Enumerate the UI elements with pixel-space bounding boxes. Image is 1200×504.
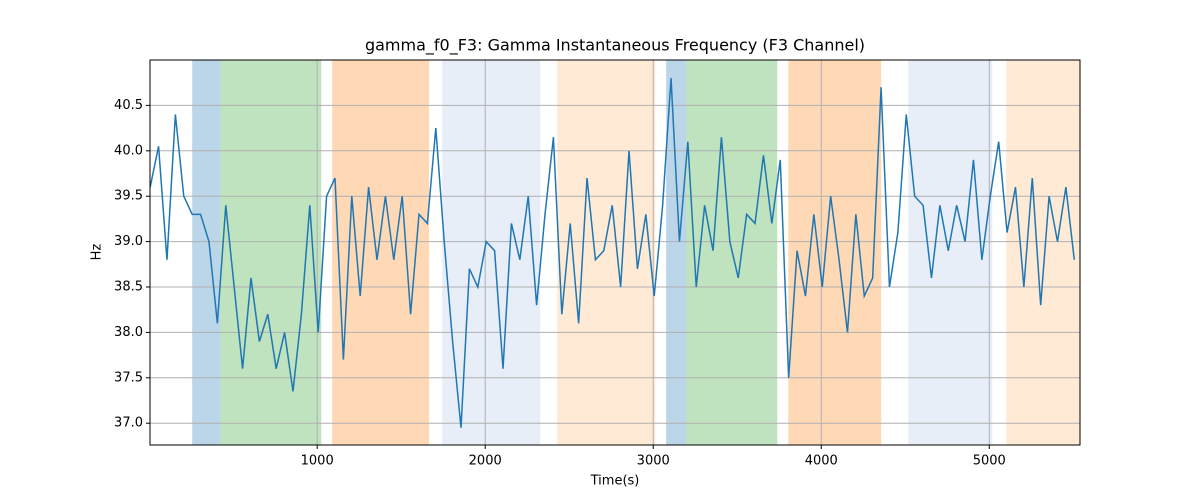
y-axis-label: Hz [90, 244, 105, 261]
x-tick-label: 1000 [301, 454, 334, 469]
x-tick-label: 4000 [805, 454, 838, 469]
y-tick-label: 40.5 [114, 98, 143, 113]
x-tick-label: 2000 [469, 454, 502, 469]
span [192, 60, 221, 445]
x-axis-label: Time(s) [590, 474, 640, 489]
span [557, 60, 656, 445]
span [1006, 60, 1080, 445]
y-tick-label: 39.0 [114, 234, 143, 249]
y-tick-label: 40.0 [114, 143, 143, 158]
x-tick-label: 3000 [637, 454, 670, 469]
span [442, 60, 541, 445]
x-tick-label: 5000 [973, 454, 1006, 469]
plot-frame [149, 59, 1081, 446]
y-tick-label: 38.0 [114, 325, 143, 340]
y-tick-label: 39.5 [114, 189, 143, 204]
span [220, 60, 322, 445]
chart-title: gamma_f0_F3: Gamma Instantaneous Frequen… [365, 36, 865, 56]
y-tick-label: 37.0 [114, 416, 143, 431]
span [908, 60, 993, 445]
y-tick-label: 37.5 [114, 370, 143, 385]
data-line [149, 78, 1076, 428]
span [666, 60, 687, 445]
y-tick-label: 38.5 [114, 280, 143, 295]
span [332, 60, 430, 445]
span [788, 60, 882, 445]
